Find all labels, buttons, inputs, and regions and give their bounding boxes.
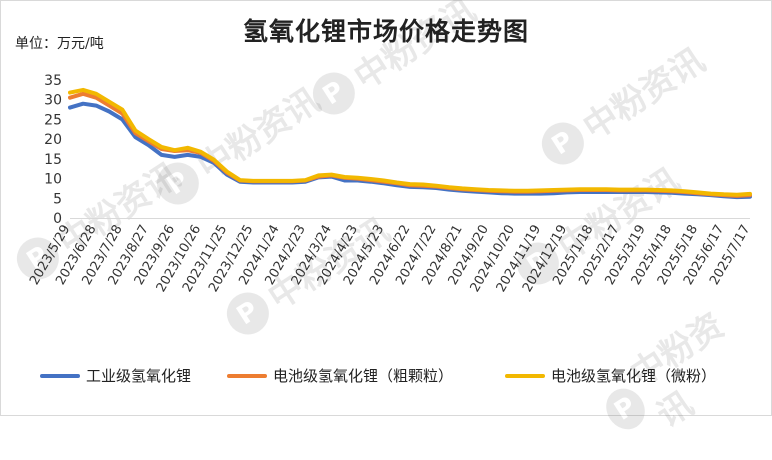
legend-label: 工业级氢氧化锂 (86, 367, 192, 385)
y-tick-label: 0 (53, 211, 62, 227)
y-tick-label: 15 (44, 152, 62, 168)
legend: 工业级氢氧化锂 电池级氢氧化锂（粗颗粒） 电池级氢氧化锂（微粉） (0, 365, 772, 385)
legend-label: 电池级氢氧化锂（粗颗粒） (273, 367, 454, 385)
legend-item: 工业级氢氧化锂 (40, 365, 191, 386)
line-chart: 051015202530352023/5/292023/6/282023/7/2… (27, 73, 753, 295)
legend-swatch (227, 373, 267, 378)
y-tick-label: 10 (44, 172, 62, 188)
series-line-2 (68, 87, 752, 197)
y-tick-label: 35 (44, 73, 62, 89)
chart-frame (0, 0, 772, 416)
chart-title: 氢氧化锂市场价格走势图 (242, 17, 529, 46)
unit-label: 单位：万元/吨 (15, 36, 104, 52)
legend-item: 电池级氢氧化锂（微粉） (505, 365, 716, 386)
legend-swatch (505, 373, 545, 378)
legend-swatch (40, 373, 80, 378)
y-tick-label: 20 (44, 132, 62, 148)
legend-item: 电池级氢氧化锂（粗颗粒） (227, 365, 453, 386)
legend-label: 电池级氢氧化锂（微粉） (551, 367, 717, 385)
y-tick-label: 30 (44, 93, 62, 109)
y-tick-label: 5 (53, 191, 62, 207)
y-tick-label: 25 (44, 112, 62, 128)
series-line-1 (68, 91, 752, 198)
